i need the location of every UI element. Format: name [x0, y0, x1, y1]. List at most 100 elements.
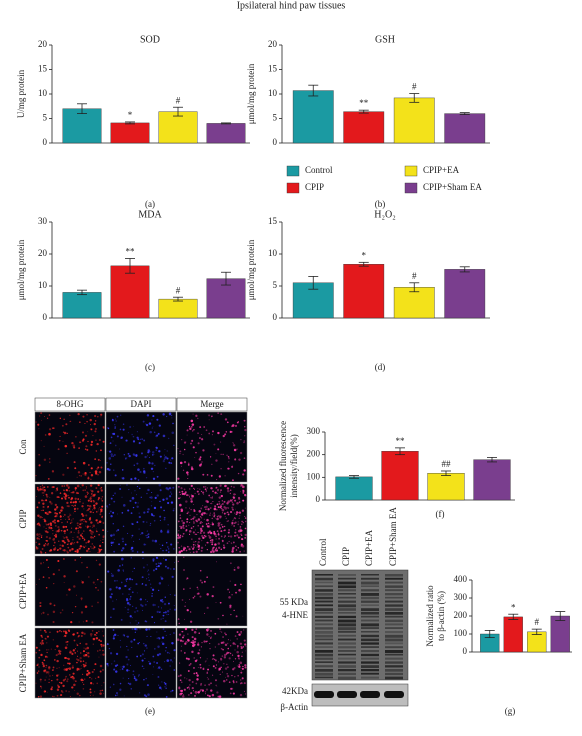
- cell-dot: [110, 593, 113, 596]
- cell-dot: [165, 687, 167, 689]
- cell-dot: [89, 497, 92, 500]
- cell-dot: [213, 515, 216, 518]
- error-bar: [531, 628, 542, 635]
- cell-dot: [238, 663, 240, 666]
- cell-dot: [153, 661, 156, 663]
- cell-dot: [163, 681, 166, 684]
- cell-dot: [220, 413, 223, 416]
- cell-dot: [227, 588, 229, 591]
- cell-dot: [36, 584, 37, 585]
- cell-dot: [182, 469, 185, 471]
- cell-dot: [227, 500, 230, 503]
- cell-dot: [66, 678, 69, 681]
- cell-dot: [183, 461, 187, 464]
- cell-dot: [94, 420, 97, 422]
- cell-dot: [221, 508, 225, 512]
- cell-dot: [50, 492, 54, 495]
- cell-dot: [71, 504, 73, 507]
- cell-dot: [100, 548, 103, 551]
- cell-dot: [87, 671, 91, 675]
- cell-dot: [221, 539, 224, 542]
- error-bar: [173, 296, 183, 302]
- blot-band: [385, 669, 403, 672]
- cell-dot: [101, 516, 103, 518]
- blot-band: [338, 585, 356, 589]
- cell-dot: [147, 451, 150, 454]
- cell-dot: [167, 501, 170, 505]
- cell-dot: [99, 460, 101, 462]
- cell-dot: [95, 428, 97, 430]
- cell-dot: [131, 628, 134, 631]
- cell-dot: [234, 658, 237, 660]
- cell-dot: [81, 580, 83, 582]
- cell-dot: [232, 496, 236, 499]
- cell-dot: [131, 578, 134, 581]
- cell-dot: [216, 530, 219, 533]
- cell-dot: [146, 647, 148, 649]
- cell-dot: [230, 645, 232, 647]
- cell-dot: [213, 658, 216, 660]
- cell-dot: [236, 421, 239, 424]
- cell-dot: [152, 454, 154, 456]
- cell-dot: [178, 550, 182, 554]
- cell-dot: [126, 457, 128, 459]
- cell-dot: [168, 652, 171, 654]
- cell-dot: [227, 507, 230, 509]
- cell-dot: [41, 484, 44, 486]
- cell-dot: [131, 537, 133, 539]
- cell-dot: [134, 627, 137, 631]
- cell-dot: [96, 442, 99, 446]
- cell-dot: [54, 508, 57, 511]
- cell-dot: [173, 632, 175, 634]
- cell-dot: [89, 551, 91, 553]
- cell-dot: [112, 637, 115, 640]
- column-header-box: [34, 397, 106, 412]
- cell-dot: [181, 490, 184, 493]
- cell-dot: [235, 549, 238, 551]
- cell-dot: [212, 500, 214, 503]
- cell-dot: [171, 575, 174, 578]
- cell-dot: [36, 486, 39, 489]
- cell-dot: [150, 587, 152, 589]
- cell-dot: [228, 528, 231, 531]
- cell-dot: [229, 510, 233, 514]
- cell-dot: [81, 431, 85, 434]
- cell-dot: [51, 679, 53, 682]
- cell-dot: [93, 669, 95, 671]
- cell-dot: [59, 681, 61, 684]
- cell-dot: [171, 417, 173, 419]
- cell-dot: [136, 521, 139, 524]
- cell-dot: [151, 595, 153, 597]
- cell-dot: [92, 637, 96, 641]
- bar: [158, 298, 198, 319]
- cell-dot: [136, 623, 138, 625]
- cell-dot: [66, 550, 68, 552]
- cell-dot: [234, 643, 237, 646]
- cell-dot: [94, 430, 97, 433]
- blot-band: [338, 638, 356, 641]
- cell-dot: [69, 542, 73, 546]
- cell-dot: [91, 605, 93, 607]
- cell-dot: [208, 536, 212, 539]
- cell-dot: [71, 527, 73, 529]
- cell-dot: [187, 639, 190, 642]
- cell-dot: [230, 489, 232, 491]
- cell-dot: [231, 465, 234, 468]
- cell-dot: [48, 549, 51, 552]
- cell-dot: [211, 496, 213, 498]
- cell-dot: [201, 689, 205, 692]
- cell-dot: [48, 666, 51, 669]
- cell-dot: [95, 530, 97, 532]
- cell-dot: [56, 694, 59, 697]
- cell-dot: [80, 474, 83, 477]
- cell-dot: [234, 649, 236, 651]
- cell-dot: [161, 544, 164, 547]
- cell-dot: [169, 633, 171, 635]
- cell-dot: [193, 516, 196, 519]
- cell-dot: [234, 567, 235, 569]
- cell-dot: [54, 515, 57, 518]
- cell-dot: [224, 475, 226, 477]
- cell-dot: [192, 446, 195, 449]
- blot-band: [361, 581, 379, 585]
- cell-dot: [203, 512, 206, 515]
